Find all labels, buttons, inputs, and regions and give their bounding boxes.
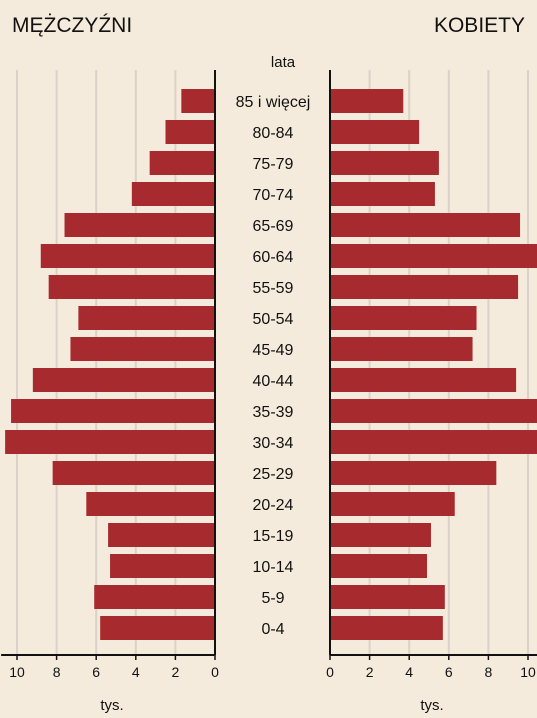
age-group-label: 10-14 xyxy=(253,559,294,576)
bars-women xyxy=(330,89,537,640)
title-men: MĘŻCZYŹNI xyxy=(12,14,132,37)
bar-women xyxy=(330,585,445,609)
bar-women xyxy=(330,461,497,485)
bars-men xyxy=(5,89,216,640)
tick-label-men: 0 xyxy=(211,664,219,680)
title-women: KOBIETY xyxy=(434,14,525,37)
tick-label-women: 10 xyxy=(520,664,536,680)
age-group-label: 20-24 xyxy=(253,497,294,514)
bar-women xyxy=(330,275,519,299)
unit-label-men: tys. xyxy=(100,697,123,713)
bar-men xyxy=(11,399,216,423)
bar-men xyxy=(5,430,216,454)
age-group-label: 5-9 xyxy=(261,590,284,607)
bar-women xyxy=(330,616,443,640)
tick-label-men: 8 xyxy=(53,664,61,680)
age-axis-label: lata xyxy=(271,54,296,71)
bar-women xyxy=(330,554,428,578)
bar-men xyxy=(100,616,215,640)
age-group-label: 15-19 xyxy=(253,528,294,545)
age-group-label: 25-29 xyxy=(253,466,294,483)
tick-label-women: 0 xyxy=(326,664,334,680)
age-group-label: 60-64 xyxy=(253,249,294,266)
bar-men xyxy=(78,306,215,330)
tick-label-women: 2 xyxy=(366,664,374,680)
bar-women xyxy=(330,89,404,113)
bar-men xyxy=(149,151,215,175)
age-group-label: 85 i więcej xyxy=(236,94,311,111)
bar-women xyxy=(330,213,521,237)
tick-label-men: 6 xyxy=(92,664,100,680)
bar-men xyxy=(40,244,216,268)
tick-label-women: 8 xyxy=(485,664,493,680)
age-group-label: 40-44 xyxy=(253,373,294,390)
bar-women xyxy=(330,120,420,144)
bar-women xyxy=(330,182,435,206)
tick-label-women: 4 xyxy=(405,664,413,680)
age-group-label: 50-54 xyxy=(253,311,294,328)
bar-women xyxy=(330,306,477,330)
bar-men xyxy=(131,182,215,206)
bar-women xyxy=(330,523,431,547)
age-group-label: 35-39 xyxy=(253,404,294,421)
age-group-label: 55-59 xyxy=(253,280,294,297)
age-group-label: 45-49 xyxy=(253,342,294,359)
bar-men xyxy=(165,120,215,144)
age-group-label: 70-74 xyxy=(253,187,294,204)
bar-men xyxy=(110,554,215,578)
age-group-label: 65-69 xyxy=(253,218,294,235)
bar-women xyxy=(330,368,517,392)
bar-women xyxy=(330,337,473,361)
bar-men xyxy=(48,275,216,299)
tick-label-men: 4 xyxy=(132,664,140,680)
bar-men xyxy=(108,523,215,547)
age-labels: 85 i więcej 80-84 75-79 70-74 65-69 60-64 55-5… xyxy=(236,94,311,638)
age-group-label: 75-79 xyxy=(253,156,294,173)
bar-women xyxy=(330,430,537,454)
unit-label-women: tys. xyxy=(420,697,443,713)
bar-women xyxy=(330,151,439,175)
tick-label-men: 10 xyxy=(9,664,25,680)
tick-label-women: 6 xyxy=(445,664,453,680)
bar-men xyxy=(70,337,216,361)
bar-women xyxy=(330,244,537,268)
tick-label-men: 2 xyxy=(172,664,180,680)
bar-men xyxy=(94,585,215,609)
age-group-label: 30-34 xyxy=(253,435,294,452)
bar-women xyxy=(330,399,537,423)
age-group-label: 0-4 xyxy=(261,621,284,638)
bar-men xyxy=(52,461,215,485)
bar-women xyxy=(330,492,455,516)
age-group-label: 80-84 xyxy=(253,125,294,142)
tick-labels: 10 8 6 4 2 0 0 2 4 6 8 10 xyxy=(9,664,536,680)
bar-men xyxy=(181,89,215,113)
bar-men xyxy=(64,213,216,237)
axes xyxy=(1,70,537,660)
bar-men xyxy=(86,492,215,516)
bar-men xyxy=(32,368,216,392)
